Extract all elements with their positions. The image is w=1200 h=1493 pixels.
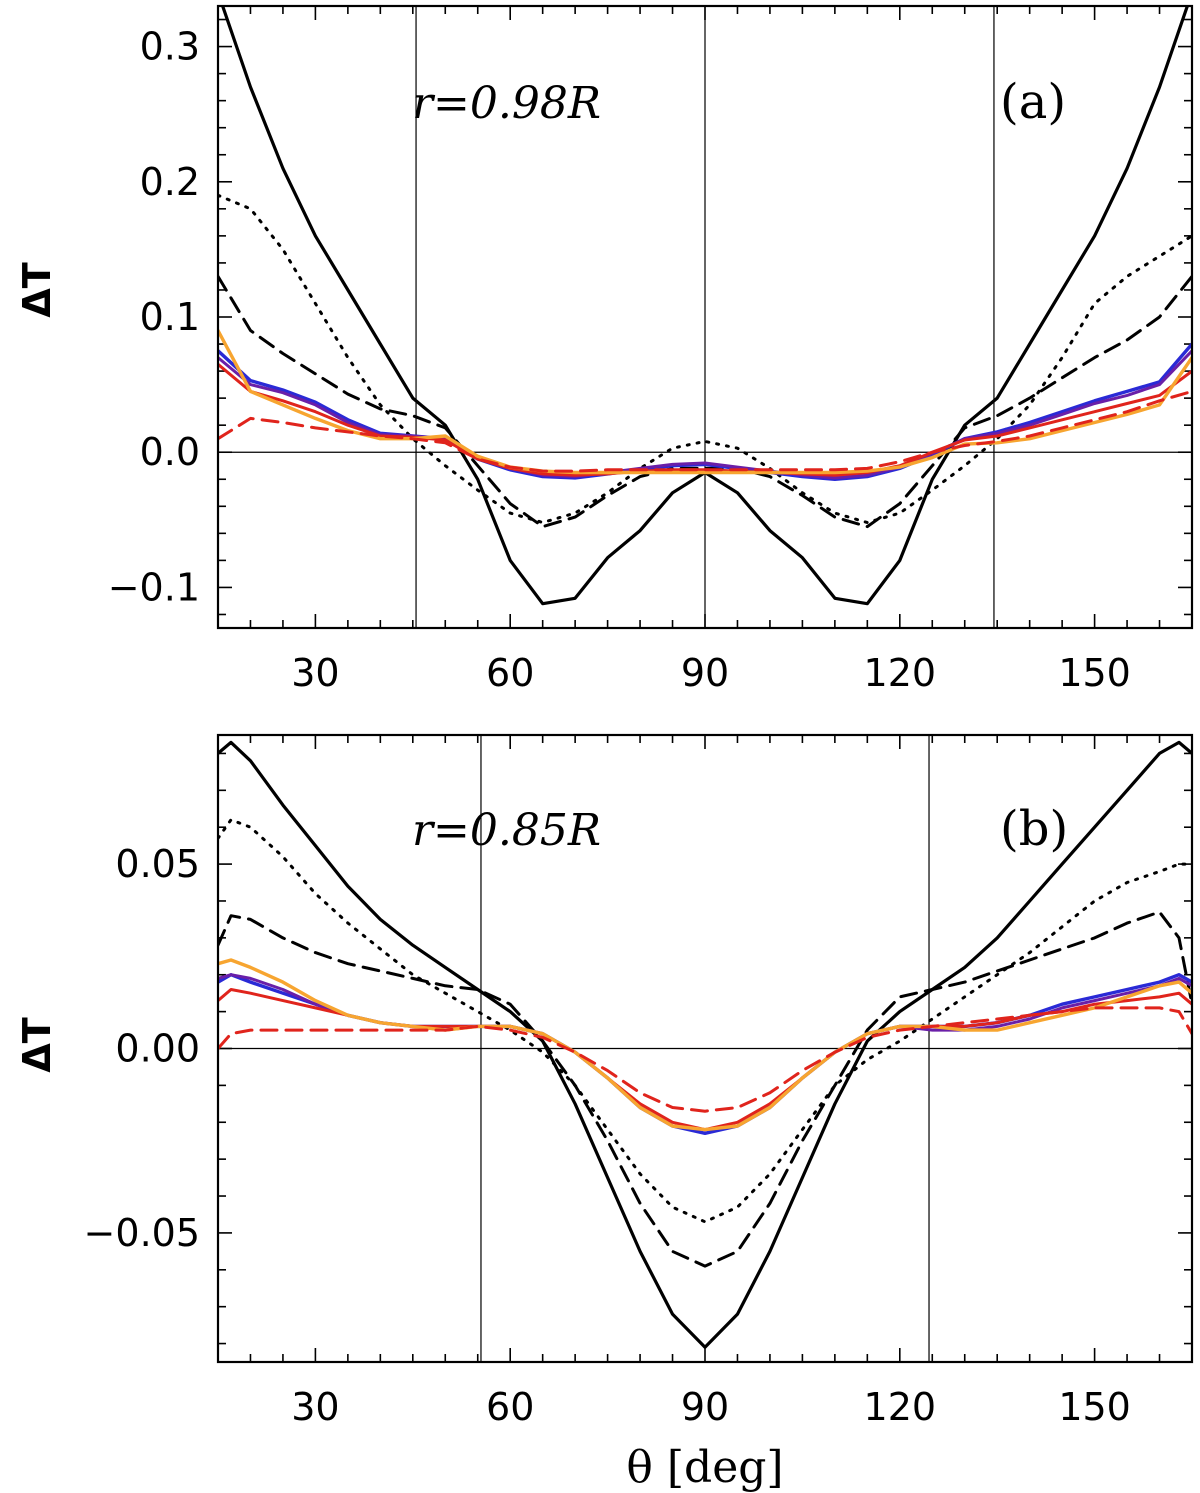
x-tick-label: 150 bbox=[1058, 651, 1131, 695]
panel-b: 30 60 90 120 150 −0.05 0.00 0.05 ΔT r=0.85R (b) θ [… bbox=[15, 733, 1194, 1493]
y-axis-label: ΔT bbox=[15, 1017, 59, 1072]
series-line-red-dashed bbox=[218, 389, 1192, 473]
panel-label: (b) bbox=[1000, 801, 1068, 857]
y-tick-label: −0.05 bbox=[84, 1211, 200, 1255]
x-tick-label: 120 bbox=[864, 1385, 937, 1429]
series-line-blue-solid bbox=[218, 973, 1192, 1136]
series-line-black-dotted bbox=[218, 818, 1192, 1224]
plot-frame bbox=[216, 4, 1194, 630]
x-tick-label: 90 bbox=[681, 651, 729, 695]
panel-a: 30 60 90 120 150 −0.1 0.0 0.1 0.2 0.3 ΔT r=0.98R (a) bbox=[15, 4, 1194, 695]
series-line-orange-solid bbox=[218, 328, 1192, 475]
y-tick-label: 0.2 bbox=[140, 160, 200, 204]
x-tick-label: 90 bbox=[681, 1385, 729, 1429]
y-tick-label: −0.1 bbox=[108, 565, 200, 609]
x-tick-label: 30 bbox=[291, 651, 339, 695]
radius-annotation: r=0.98R bbox=[412, 78, 601, 129]
y-tick-label: 0.00 bbox=[115, 1027, 200, 1071]
x-tick-label: 150 bbox=[1058, 1385, 1131, 1429]
x-tick-label: 60 bbox=[486, 651, 534, 695]
series-line-black-dotted bbox=[218, 193, 1192, 524]
series-line-black-dashed bbox=[218, 910, 1192, 1268]
series-line-orange-solid bbox=[218, 958, 1192, 1132]
x-tick-label: 30 bbox=[291, 1385, 339, 1429]
series-line-purple-solid bbox=[218, 973, 1192, 1132]
x-tick-label: 60 bbox=[486, 1385, 534, 1429]
series-line-red-dashed bbox=[218, 1006, 1192, 1113]
y-tick-label: 0.05 bbox=[115, 842, 200, 886]
y-tick-label: 0.1 bbox=[140, 295, 200, 339]
x-axis-label: θ [deg] bbox=[626, 1442, 783, 1493]
series-line-black-solid bbox=[218, 740, 1192, 1349]
plot-frame bbox=[216, 733, 1194, 1364]
x-tick-label: 120 bbox=[864, 651, 937, 695]
panel-label: (a) bbox=[1000, 74, 1066, 130]
y-tick-label: 0.0 bbox=[140, 430, 200, 474]
y-axis-label: ΔT bbox=[15, 262, 59, 317]
radius-annotation: r=0.85R bbox=[412, 805, 601, 856]
y-tick-label: 0.3 bbox=[140, 25, 200, 69]
